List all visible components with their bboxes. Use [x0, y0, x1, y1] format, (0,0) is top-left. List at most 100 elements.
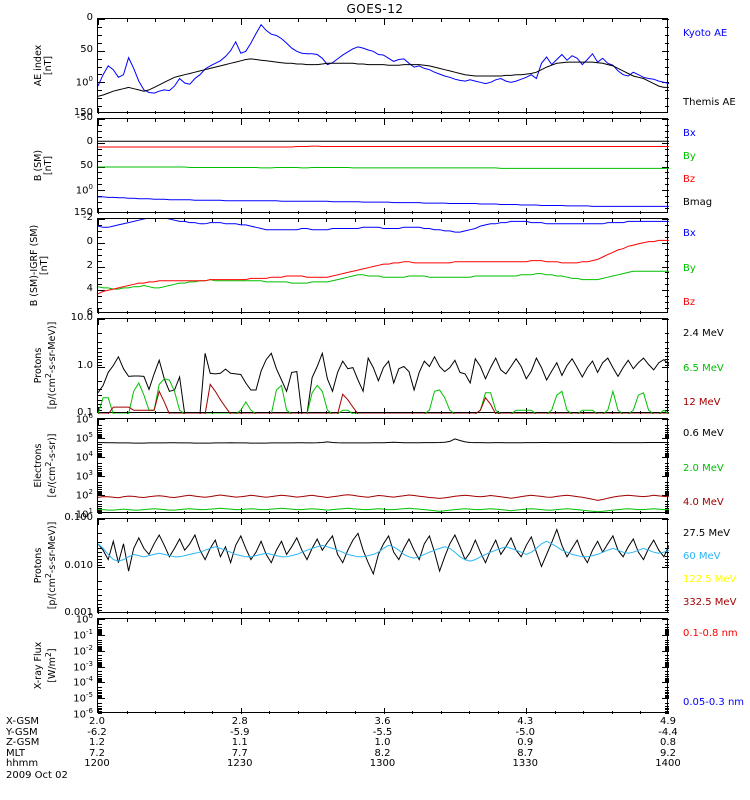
- y-tick-label: 10.0: [70, 312, 93, 323]
- series-line-27-5-mev: [98, 528, 669, 576]
- axis-value: -5.5: [372, 726, 393, 738]
- axis-value: 1.0: [374, 737, 391, 748]
- y-tick-label: 100: [75, 183, 93, 197]
- series-line-4-0-mev: [98, 494, 669, 501]
- y-tick-label: 0.1: [77, 407, 93, 418]
- plot-area-protons-low: [98, 319, 669, 414]
- legend-ae-index-0: Kyoto AE: [683, 28, 728, 39]
- axis-value: -5.0: [515, 726, 535, 738]
- axis-value: -5.9: [229, 726, 250, 738]
- axis-row-label-y-gsm: Y-GSM: [6, 726, 38, 738]
- legend-b-sm-3: Bmag: [683, 197, 713, 208]
- y-tick-label: 1.0: [77, 360, 93, 371]
- y-axis-label-electrons: Electrons [e/(cm2-s-sr)]: [33, 433, 59, 498]
- axis-value: 4.3: [517, 716, 534, 727]
- plot-area-xray-flux: [98, 619, 669, 714]
- axis-value: 9.2: [660, 747, 676, 759]
- legend-xray-flux-1: 0.05-0.3 nm: [683, 697, 745, 708]
- series-line-themis-ae: [98, 58, 669, 97]
- plot-area-electrons: [98, 419, 669, 514]
- y-tick-label: 10-2: [73, 644, 93, 658]
- axis-value: 4.9: [660, 716, 676, 727]
- legend-protons-high-3: 332.5 MeV: [683, 597, 737, 608]
- axis-value: 1.1: [231, 737, 248, 748]
- y-tick-label: 10-1: [73, 628, 93, 642]
- axis-value: 1.2: [89, 737, 105, 748]
- plot-area-b-sm-minus-igrf: [98, 219, 669, 314]
- y-tick-label: 0: [86, 136, 93, 147]
- y-tick-label: 10-3: [73, 660, 93, 674]
- legend-b-sm-minus-igrf-2: Bz: [683, 297, 696, 308]
- chart-panel-b-sm-minus-igrf: [97, 218, 669, 314]
- axis-value: 1200: [84, 758, 110, 769]
- y-tick-label: 10-6: [73, 707, 93, 721]
- axis-value: 0.9: [517, 737, 534, 748]
- axis-row-label-z-gsm: Z-GSM: [6, 737, 40, 748]
- y-tick-label: 2: [86, 260, 93, 271]
- y-axis-label-protons-high: Protons [p/(cm2-s-sr-MeV)]: [33, 521, 59, 610]
- axis-value: 2.0: [89, 716, 105, 727]
- y-axis-label-protons-low: Protons [p/(cm2-s-sr-MeV)]: [33, 321, 59, 410]
- series-line-60-mev: [98, 540, 669, 562]
- axis-value: -6.2: [87, 726, 107, 738]
- y-tick-label: 6: [86, 307, 93, 318]
- legend-b-sm-1: By: [683, 151, 696, 162]
- y-tick-label: 4: [86, 283, 93, 294]
- legend-ae-index-1: Themis AE: [683, 97, 736, 108]
- series-line-kyoto-ae: [98, 23, 669, 94]
- y-tick-label: 0: [86, 236, 93, 247]
- axis-value: 1330: [512, 758, 538, 769]
- plot-area-protons-high: [98, 519, 669, 614]
- legend-protons-low-1: 6.5 MeV: [683, 362, 724, 374]
- date-label: 2009 Oct 02: [6, 770, 68, 781]
- legend-electrons-0: 0.6 MeV: [683, 428, 724, 439]
- y-axis-label-b-sm: B (SM) [nT]: [33, 149, 54, 182]
- series-line-bz: [98, 145, 669, 148]
- y-tick-label: 0.001: [64, 607, 93, 618]
- series-line-2-0-mev: [98, 507, 669, 513]
- axis-row-label-x-gsm: X-GSM: [6, 716, 40, 727]
- axis-value: 7.2: [89, 747, 105, 759]
- axis-value: 1230: [227, 758, 253, 769]
- plot-area-b-sm: [98, 119, 669, 214]
- series-line-bx: [98, 219, 669, 233]
- legend-protons-low-0: 2.4 MeV: [683, 328, 724, 339]
- legend-electrons-1: 2.0 MeV: [683, 462, 724, 474]
- y-tick-label: 106: [75, 412, 93, 426]
- axis-value: 8.7: [517, 747, 534, 759]
- axis-value: 2.8: [231, 716, 248, 727]
- y-axis-label-b-sm-minus-igrf: B (SM)-IGRF (SM) [nT]: [29, 224, 50, 307]
- axis-value: -4.4: [658, 726, 678, 738]
- series-line-bz: [98, 239, 669, 295]
- legend-b-sm-minus-igrf-0: Bx: [683, 228, 696, 239]
- chart-panel-protons-low: [97, 318, 669, 414]
- chart-panel-ae-index: [97, 18, 669, 114]
- axis-value: 8.2: [374, 747, 391, 759]
- series-line-by: [98, 270, 669, 290]
- y-tick-label: 103: [75, 469, 93, 483]
- legend-b-sm-minus-igrf-1: By: [683, 262, 696, 274]
- plot-area-ae-index: [98, 19, 669, 114]
- y-tick-label: 100: [75, 612, 93, 626]
- y-tick-label: 10-4: [73, 675, 93, 689]
- y-tick-label: 102: [75, 488, 93, 502]
- legend-b-sm-0: Bx: [683, 128, 696, 139]
- series-line-by: [98, 166, 669, 169]
- y-tick-label: 101: [75, 507, 93, 521]
- y-tick-label: 150: [73, 107, 93, 118]
- legend-protons-high-0: 27.5 MeV: [683, 528, 731, 539]
- axis-value: 7.7: [231, 747, 248, 759]
- y-axis-label-xray-flux: X-ray Flux [W/m2]: [33, 641, 59, 690]
- legend-xray-flux-0: 0.1-0.8 nm: [683, 628, 738, 639]
- y-tick-label: 104: [75, 450, 93, 464]
- series-line-0-6-mev: [98, 438, 669, 444]
- legend-protons-high-1: 60 MeV: [683, 551, 721, 562]
- y-tick-label: 150: [73, 207, 93, 218]
- chart-panel-electrons: [97, 418, 669, 514]
- y-tick-label: 0: [86, 12, 93, 23]
- y-tick-label: -50: [76, 112, 93, 123]
- y-axis-label-ae-index: AE index [nT]: [33, 44, 54, 87]
- y-tick-label: 50: [80, 160, 93, 171]
- y-tick-label: 50: [80, 44, 93, 55]
